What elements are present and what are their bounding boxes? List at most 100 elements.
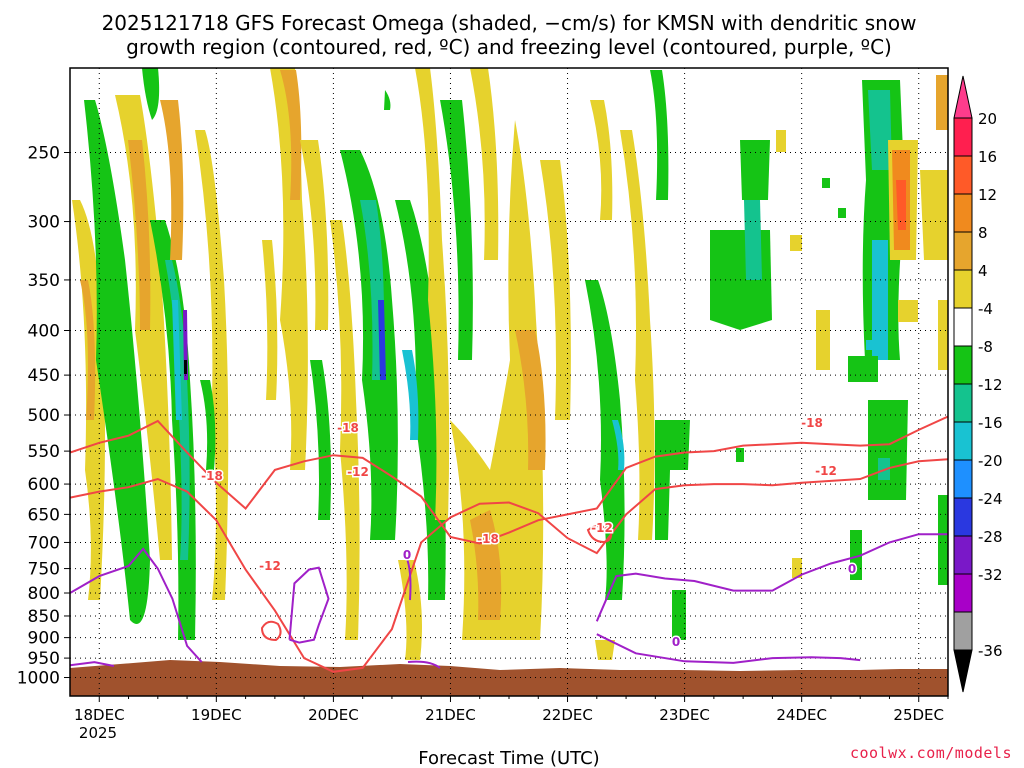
y-tick-label: 550 [28,442,60,462]
omega-blue-region [378,300,386,380]
omega-yellow-region [415,68,450,520]
contour-label: -18 [201,469,223,483]
omega-green-region [838,208,846,218]
omega-green-region [740,140,770,200]
omega-green-region [84,100,150,624]
contour-labels: -18 -12 -18 -12 -18 -12 -18 -12 0 0 0 [200,415,858,651]
dendritic-minus12-loop [586,525,613,544]
omega-yellow-region [898,300,918,322]
y-tick-label: 800 [28,584,60,604]
omega-orange-region [280,70,302,200]
x-tick-label: 22DEC [542,706,593,724]
y-tick-label: 600 [28,475,60,495]
colorbar-label: -32 [978,566,1003,584]
omega-green-region [672,590,686,640]
colorbar-swatch [953,611,973,651]
plot-area: -18 -12 -18 -12 -18 -12 -18 -12 0 0 0 [69,67,949,697]
colorbar-swatch [953,117,973,157]
freezing-level-contour [407,660,441,669]
colorbar-label: 4 [978,262,988,280]
omega-orange-region [128,140,151,330]
contour-label: -12 [347,465,369,479]
omega-green-region [736,448,744,462]
x-tick-label: 21DEC [425,706,476,724]
omega-yellow-region [590,100,613,220]
omega-yellow-region [450,120,544,640]
omega-teal-region [744,200,762,280]
x-tick-label: 20DEC [308,706,359,724]
omega-green-region [142,68,160,120]
dendritic-minus12-loop [260,620,282,642]
omega-orange-region [80,280,96,420]
y-tick-label: 450 [28,366,60,386]
omega-green-region [650,70,669,200]
y-tick-label: 300 [28,213,60,233]
x-tick-label: 19DEC [191,706,242,724]
omega-cyan-region [872,240,888,360]
contour-label: -18 [801,416,823,430]
omega-yellow-region [470,68,499,260]
y-tick-label: 750 [28,560,60,580]
colorbar-label: 20 [978,110,997,128]
omega-teal-region [868,90,892,170]
colorbar-label: -28 [978,528,1003,546]
colorbar-swatch [953,345,973,385]
freezing-level-contour [596,633,861,664]
omega-yellow-region [595,640,615,660]
y-tick-label: 400 [28,322,60,342]
omega-yellow-region [790,235,802,251]
omega-yellow-region [300,140,329,330]
contour-label: -12 [815,464,837,478]
omega-green-region [822,178,830,188]
colorbar-swatch [953,231,973,271]
colorbar-swatch [953,421,973,461]
omega-green-region [585,280,625,600]
omega-green-region [384,90,391,110]
colorbar-swatch [953,573,973,613]
contour-label: -12 [259,559,281,573]
colorbar-label: -16 [978,414,1003,432]
freezing-level-contour [288,566,330,644]
omega-green-region [310,360,331,520]
freezing-level-contour [405,555,412,601]
omega-cyan-region [172,300,182,420]
omega-green-region [850,530,862,580]
omega-yellow-region [195,130,229,600]
omega-red-region [896,180,906,230]
dendritic-minus12-contour [70,458,948,673]
y-tick-label: 250 [28,144,60,164]
y-tick-label: 850 [28,607,60,627]
omega-yellow-region [620,130,655,540]
omega-yellow-region [816,310,830,370]
colorbar-label: -8 [978,338,993,356]
colorbar-swatch [953,193,973,233]
dendritic-minus18-contour [70,415,948,545]
contour-label: -18 [477,532,499,546]
omega-orange-region [515,330,546,470]
omega-teal-region [360,200,384,380]
colorbar: 20 16 12 8 4 -4 -8 -12 -16 -20 -24 -28 -32 -36 [953,75,1003,693]
colorbar-bottom-arrow [953,649,973,693]
contour-label: 0 [403,548,411,562]
omega-orange-region [160,100,184,260]
x-axis-title: Forecast Time (UTC) [418,748,599,768]
contour-label: -18 [337,421,359,435]
y-tick-label: 650 [28,505,60,525]
omega-orange-region [936,75,948,130]
omega-green-region [200,380,216,470]
x-tick-label: 25DEC [893,706,944,724]
freezing-level-contour [595,533,948,622]
omega-green-region [655,420,690,540]
omega-green-region [848,356,878,382]
y-tick-label: 700 [28,533,60,553]
colorbar-top-arrow [953,75,973,119]
omega-shading [72,68,948,660]
chart-title-line1: 2025121718 GFS Forecast Omega (shaded, −… [102,11,917,35]
y-tick-label: 1000 [17,669,60,689]
omega-yellow-region [776,130,786,152]
colorbar-label: -24 [978,490,1003,508]
omega-yellow-region [398,560,422,660]
colorbar-label: 8 [978,224,988,242]
contour-label: 0 [848,562,856,576]
